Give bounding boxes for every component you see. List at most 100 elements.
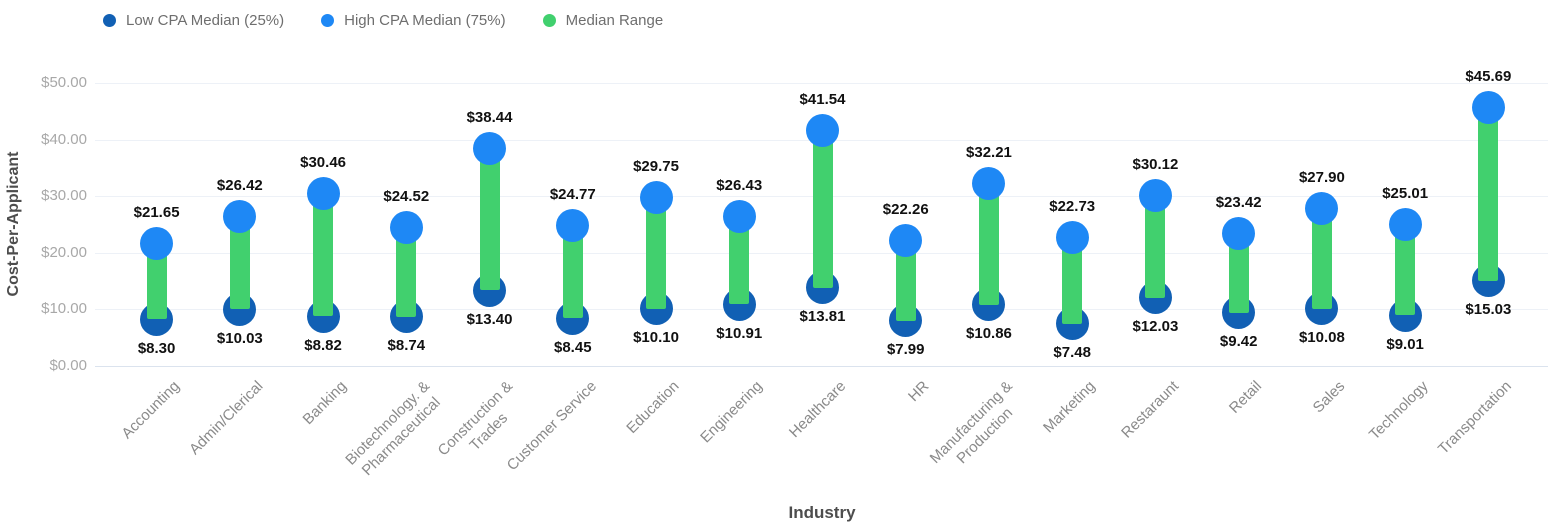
high-value-label: $41.54 <box>799 91 846 109</box>
high-cpa-marker[interactable] <box>722 199 756 233</box>
high-value-label: $30.12 <box>1132 156 1179 174</box>
high-cpa-marker[interactable] <box>889 223 923 257</box>
low-value-label: $8.82 <box>304 336 342 354</box>
x-tick-label: Healthcare <box>785 377 850 442</box>
low-value-label: $12.03 <box>1132 318 1179 336</box>
high-cpa-marker[interactable] <box>1388 207 1422 241</box>
median-range-bar <box>562 225 583 319</box>
legend-item-2[interactable]: Median Range <box>542 12 663 29</box>
x-axis-title: Industry <box>788 503 856 522</box>
high-value-label: $38.44 <box>466 108 513 126</box>
high-value-label: $21.65 <box>133 203 180 221</box>
high-value-label: $25.01 <box>1382 184 1429 202</box>
median-range-bar <box>1311 208 1332 309</box>
high-cpa-marker[interactable] <box>806 114 839 148</box>
x-tick-label: Restaraunt <box>1118 377 1183 442</box>
gridline <box>95 309 1548 311</box>
high-value-label: $22.73 <box>1049 197 1096 215</box>
low-value-label: $8.45 <box>554 338 592 356</box>
y-tick-label: $40.00 <box>41 130 87 148</box>
legend-dot-icon <box>321 13 335 27</box>
legend-item-label: High CPA Median (75%) <box>344 11 506 29</box>
high-value-label: $24.77 <box>549 186 596 204</box>
median-range-bar <box>1145 195 1166 298</box>
median-range-bar <box>313 193 334 317</box>
x-tick-label: Accounting <box>118 377 184 443</box>
low-value-label: $10.03 <box>216 329 263 347</box>
high-cpa-marker[interactable] <box>1471 90 1505 124</box>
low-value-label: $7.99 <box>886 341 925 359</box>
median-range-bar <box>812 130 833 288</box>
chart-legend: Low CPA Median (25%) High CPA Median (75%… <box>103 8 663 32</box>
high-value-label: $24.52 <box>383 187 430 205</box>
legend-dot-icon <box>542 13 556 27</box>
x-tick-label: Education <box>623 377 683 437</box>
high-cpa-marker[interactable] <box>140 226 174 260</box>
median-range-bar <box>895 240 916 321</box>
high-cpa-marker[interactable] <box>389 210 423 244</box>
x-tick-label: Retail <box>1226 377 1266 417</box>
median-range-bar <box>1062 237 1083 324</box>
high-value-label: $32.21 <box>966 144 1012 162</box>
high-value-label: $26.42 <box>216 176 263 194</box>
legend-item-1[interactable]: High CPA Median (75%) <box>321 11 506 29</box>
gridline <box>95 83 1548 84</box>
low-value-label: $9.01 <box>1386 335 1424 353</box>
y-tick-label: $10.00 <box>41 300 87 318</box>
median-range-bar <box>229 216 250 310</box>
y-tick-label: $0.00 <box>49 357 87 374</box>
x-tick-label: Engineering <box>697 377 766 447</box>
low-value-label: $13.81 <box>799 308 846 326</box>
median-range-bar <box>729 216 750 305</box>
high-value-label: $27.90 <box>1298 168 1345 186</box>
high-cpa-marker[interactable] <box>639 181 673 215</box>
x-tick-label: Marketing <box>1040 377 1099 437</box>
median-range-bar <box>978 183 999 305</box>
x-tick-label: Technology <box>1366 377 1432 444</box>
high-cpa-marker[interactable] <box>972 167 1006 201</box>
y-tick-label: $20.00 <box>41 243 87 261</box>
median-range-bar <box>646 197 667 309</box>
low-value-label: $8.74 <box>387 337 426 355</box>
x-tick-label: HR <box>905 377 933 406</box>
x-tick-label: Biotechnology. & Pharmaceutical <box>342 377 444 480</box>
high-value-label: $29.75 <box>633 158 679 176</box>
high-value-label: $22.26 <box>882 200 929 218</box>
median-range-bar <box>146 243 167 319</box>
low-value-label: $15.03 <box>1465 301 1512 319</box>
x-tick-label: Sales <box>1310 377 1349 417</box>
high-cpa-marker[interactable] <box>1222 216 1256 250</box>
x-tick-label: Manufacturing & Production <box>926 377 1016 468</box>
y-tick-label: $50.00 <box>41 74 87 91</box>
low-value-label: $10.10 <box>633 329 679 347</box>
high-cpa-marker[interactable] <box>306 177 340 211</box>
legend-item-0[interactable]: Low CPA Median (25%) <box>103 12 284 29</box>
high-cpa-marker[interactable] <box>556 209 590 243</box>
y-axis-title: Cost-Per-Applicant <box>5 151 22 297</box>
median-range-bar <box>1478 107 1499 281</box>
x-tick-label: Banking <box>299 377 350 429</box>
low-value-label: $8.30 <box>137 339 176 357</box>
high-cpa-marker[interactable] <box>473 131 507 165</box>
high-cpa-marker[interactable] <box>1055 220 1089 254</box>
high-cpa-marker[interactable] <box>1305 191 1339 225</box>
legend-item-label: Low CPA Median (25%) <box>126 11 285 29</box>
low-value-label: $10.08 <box>1298 329 1345 347</box>
low-value-label: $10.91 <box>716 324 763 342</box>
high-cpa-marker[interactable] <box>223 199 257 233</box>
low-value-label: $10.86 <box>966 325 1012 343</box>
low-value-label: $9.42 <box>1219 333 1258 351</box>
x-tick-label: Admin/Clerical <box>186 377 267 459</box>
high-value-label: $45.69 <box>1465 67 1512 85</box>
high-cpa-marker[interactable] <box>1138 179 1172 213</box>
median-range-bar <box>1228 233 1249 313</box>
high-value-label: $23.42 <box>1215 193 1262 211</box>
high-value-label: $26.43 <box>716 176 763 194</box>
high-value-label: $30.46 <box>300 154 347 172</box>
x-tick-label: Transportation <box>1435 377 1516 458</box>
low-value-label: $7.48 <box>1053 344 1091 362</box>
median-range-bar <box>1395 224 1416 315</box>
y-tick-label: $30.00 <box>41 187 87 205</box>
